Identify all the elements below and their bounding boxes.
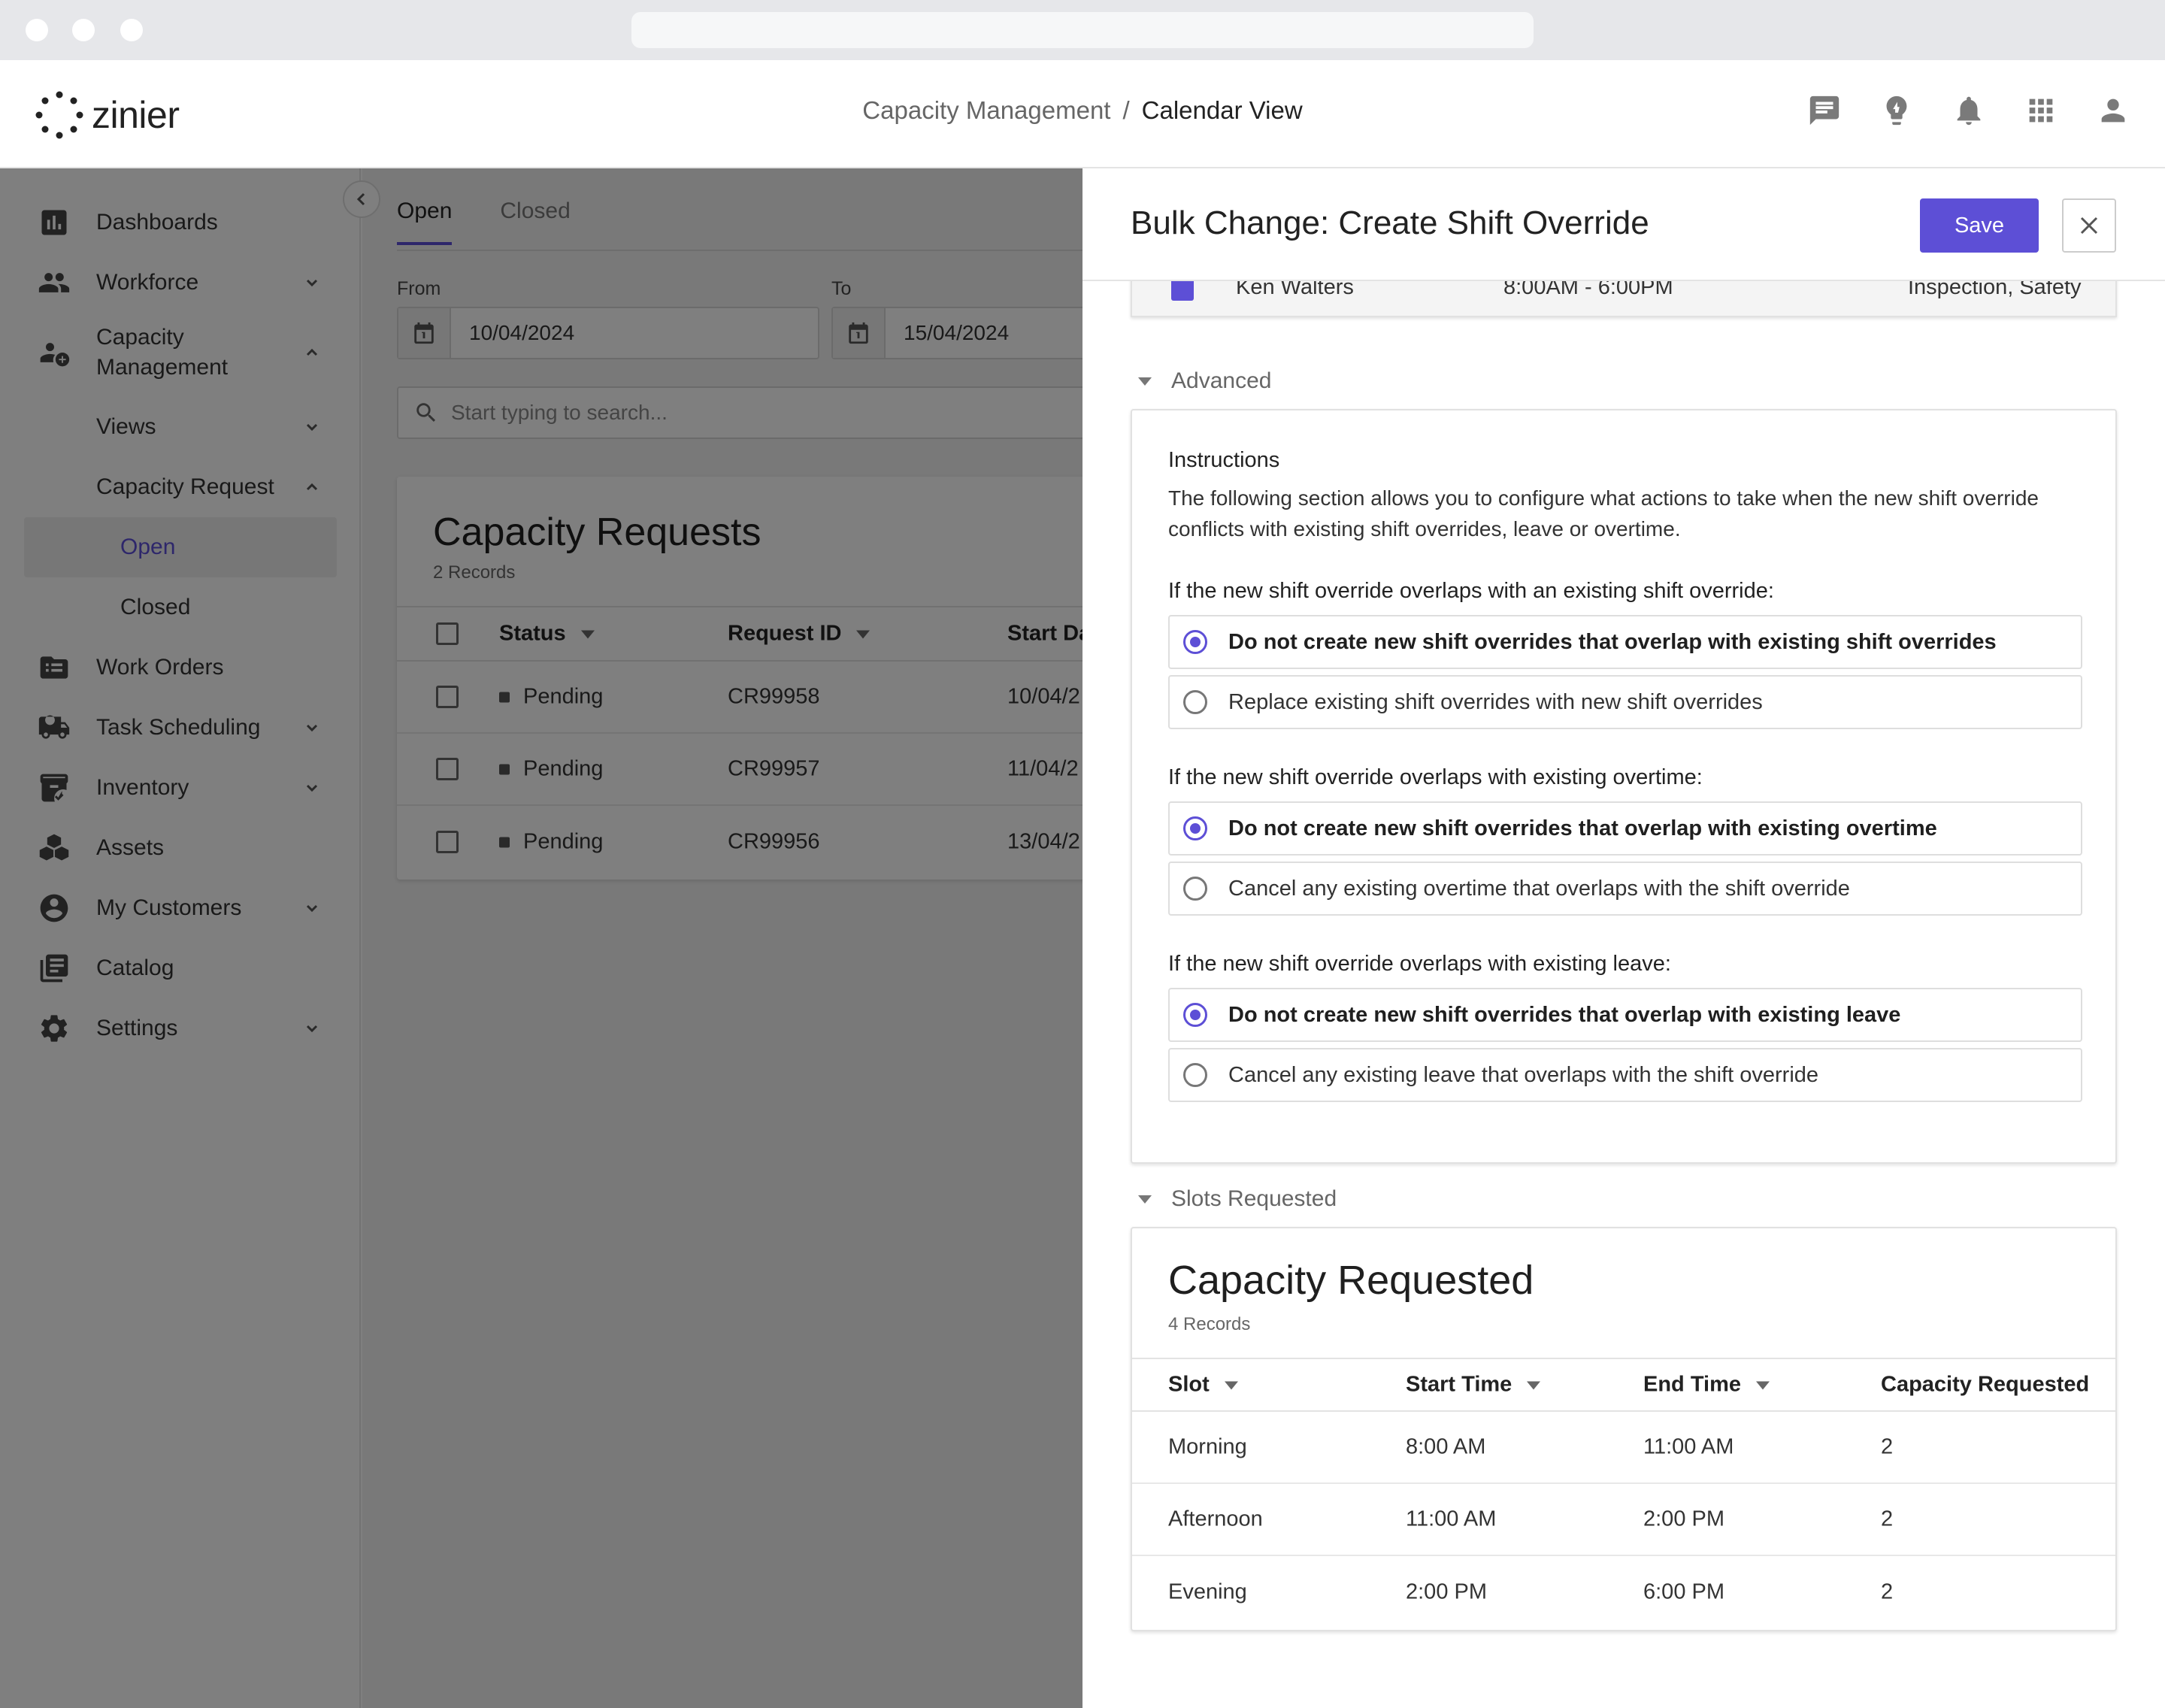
bell-icon[interactable] (1952, 93, 1986, 128)
drawer-header: Bulk Change: Create Shift Override Save (1082, 168, 2165, 281)
address-bar[interactable] (631, 12, 1534, 48)
close-icon (2080, 217, 2098, 235)
radio-unselected[interactable] (1183, 877, 1207, 901)
radio-selected[interactable] (1183, 1003, 1207, 1027)
close-button[interactable] (2062, 198, 2116, 253)
breadcrumb: Capacity Management / Calendar View (0, 96, 2165, 125)
breadcrumb-parent[interactable]: Capacity Management (862, 96, 1111, 124)
sort-arrow-icon (1756, 1381, 1770, 1390)
sort-arrow-icon (1224, 1381, 1238, 1390)
column-header-capacity-requested[interactable]: Capacity Requested (1881, 1372, 2090, 1397)
bulk-change-drawer: Ken Walters 8:00AM - 6:00PM Inspection, … (1082, 168, 2165, 1708)
table-row[interactable]: Evening 2:00 PM 6:00 PM 2 (1132, 1556, 2115, 1628)
slots-section-toggle[interactable]: Slots Requested (1138, 1186, 1337, 1212)
leave-question: If the new shift override overlaps with … (1168, 952, 1671, 976)
capacity-cell: 2 (1881, 1507, 1894, 1531)
shift-override-question: If the new shift override overlaps with … (1168, 579, 1774, 603)
radio-option-cancel-overtime[interactable]: Cancel any existing overtime that overla… (1168, 862, 2082, 916)
radio-option-replace-shift[interactable]: Replace existing shift overrides with ne… (1168, 675, 2082, 729)
radio-selected[interactable] (1183, 816, 1207, 840)
column-header-end-time[interactable]: End Time (1643, 1373, 1770, 1398)
table-header: Slot Start Time End Time Capacity Reques… (1132, 1358, 2115, 1412)
radio-option-no-overlap-overtime[interactable]: Do not create new shift overrides that o… (1168, 801, 2082, 856)
save-button[interactable]: Save (1920, 198, 2039, 253)
capacity-requested-card: Capacity Requested 4 Records Slot Start … (1131, 1227, 2117, 1631)
advanced-panel: Instructions The following section allow… (1131, 409, 2117, 1164)
capacity-cell: 2 (1881, 1579, 1894, 1604)
radio-selected[interactable] (1183, 630, 1207, 654)
end-time-cell: 2:00 PM (1643, 1507, 1724, 1531)
instructions-text: The following section allows you to conf… (1168, 486, 2039, 541)
slot-cell: Morning (1168, 1434, 1247, 1459)
radio-option-no-overlap-shift[interactable]: Do not create new shift overrides that o… (1168, 615, 2082, 669)
drawer-title: Bulk Change: Create Shift Override (1131, 204, 1649, 241)
header-actions (1807, 93, 2130, 128)
breadcrumb-separator: / (1122, 96, 1130, 124)
capacity-cell: 2 (1881, 1434, 1894, 1459)
caret-down-icon (1138, 1195, 1152, 1204)
chat-icon[interactable] (1807, 93, 1842, 128)
user-icon[interactable] (2096, 93, 2130, 128)
card-title: Capacity Requested (1168, 1258, 1534, 1303)
browser-chrome (0, 0, 2165, 60)
radio-label: Replace existing shift overrides with ne… (1228, 689, 1763, 714)
radio-label: Do not create new shift overrides that o… (1228, 816, 1937, 840)
slot-cell: Afternoon (1168, 1507, 1263, 1531)
start-time-cell: 2:00 PM (1406, 1579, 1487, 1604)
start-time-cell: 8:00 AM (1406, 1434, 1486, 1459)
column-header-start-time[interactable]: Start Time (1406, 1373, 1541, 1398)
logo-dots-icon (35, 91, 83, 139)
radio-label: Do not create new shift overrides that o… (1228, 629, 1997, 654)
end-time-cell: 6:00 PM (1643, 1579, 1724, 1604)
radio-label: Do not create new shift overrides that o… (1228, 1002, 1901, 1027)
radio-option-cancel-leave[interactable]: Cancel any existing leave that overlaps … (1168, 1048, 2082, 1102)
slot-cell: Evening (1168, 1579, 1247, 1604)
instructions-title: Instructions (1168, 448, 1280, 472)
app-header: zinier Capacity Management / Calendar View (0, 60, 2165, 168)
window-minimize-dot[interactable] (72, 19, 95, 41)
radio-unselected[interactable] (1183, 690, 1207, 714)
advanced-section-toggle[interactable]: Advanced (1138, 368, 1271, 394)
overtime-question: If the new shift override overlaps with … (1168, 765, 1703, 789)
caret-down-icon (1138, 377, 1152, 386)
radio-unselected[interactable] (1183, 1063, 1207, 1087)
table-row[interactable]: Morning 8:00 AM 11:00 AM 2 (1132, 1412, 2115, 1484)
start-time-cell: 11:00 AM (1406, 1507, 1497, 1531)
end-time-cell: 11:00 AM (1643, 1434, 1734, 1459)
window-close-dot[interactable] (26, 19, 48, 41)
sort-arrow-icon (1527, 1381, 1541, 1390)
logo[interactable]: zinier (35, 89, 180, 141)
breadcrumb-current: Calendar View (1141, 96, 1303, 124)
record-count: 4 Records (1168, 1314, 1251, 1334)
radio-option-no-overlap-leave[interactable]: Do not create new shift overrides that o… (1168, 988, 2082, 1042)
radio-label: Cancel any existing leave that overlaps … (1228, 1062, 1819, 1087)
column-header-slot[interactable]: Slot (1168, 1373, 1238, 1398)
window-maximize-dot[interactable] (120, 19, 143, 41)
lightbulb-icon[interactable] (1879, 93, 1914, 128)
logo-text: zinier (92, 94, 180, 136)
table-row[interactable]: Afternoon 11:00 AM 2:00 PM 2 (1132, 1484, 2115, 1556)
row-checkbox-checked[interactable] (1171, 278, 1194, 301)
radio-label: Cancel any existing overtime that overla… (1228, 876, 1850, 901)
apps-grid-icon[interactable] (2024, 93, 2058, 128)
